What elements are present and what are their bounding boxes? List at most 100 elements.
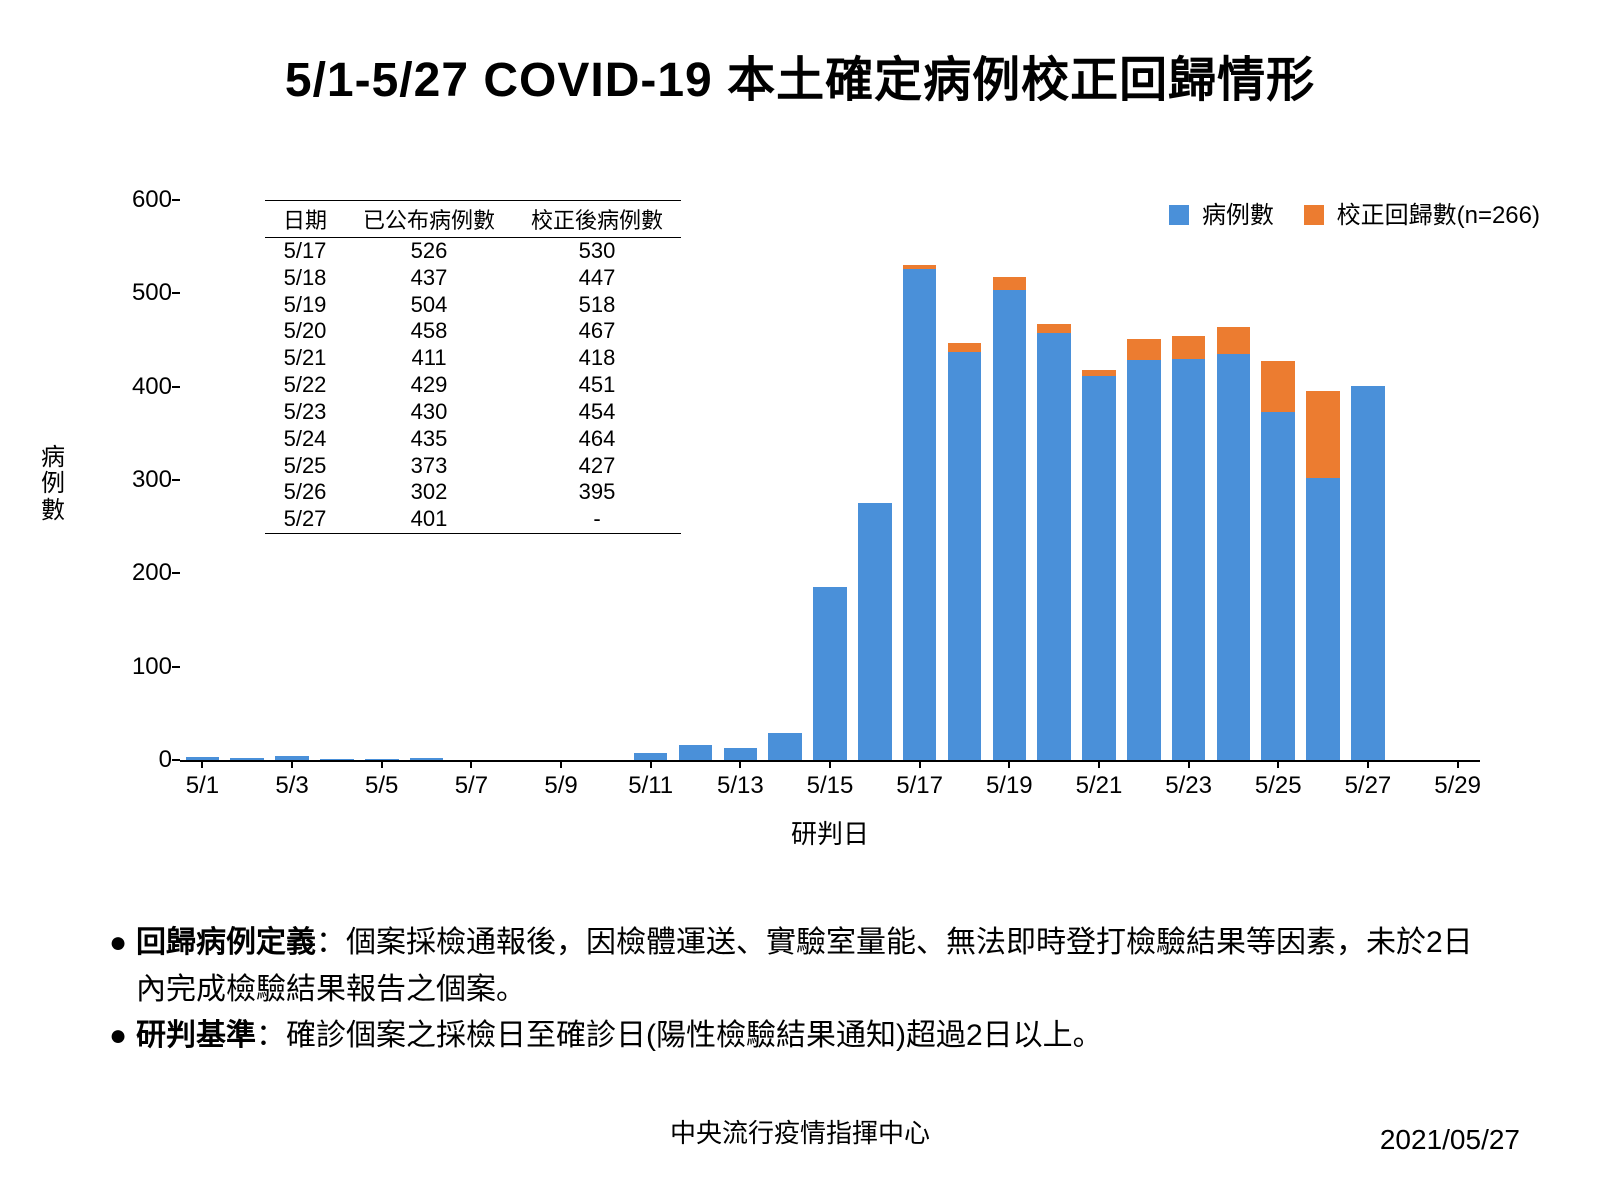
x-tick-label: 5/15 [807, 772, 854, 800]
table-cell: 5/21 [265, 345, 345, 372]
table-header-cell: 校正後病例數 [513, 201, 681, 238]
table-cell: 504 [345, 292, 513, 319]
x-tick-label: 5/23 [1165, 772, 1212, 800]
table-cell: 451 [513, 372, 681, 399]
x-tick-label: 5/17 [896, 772, 943, 800]
bar-segment-base [858, 503, 892, 760]
table-cell: 530 [513, 238, 681, 265]
y-tick-mark [172, 666, 180, 668]
bullet-icon: ● [100, 920, 136, 1013]
note-item: ●研判基準：確診個案之採檢日至確診日(陽性檢驗結果通知)超過2日以上。 [100, 1013, 1500, 1060]
bar-segment-base [724, 748, 758, 760]
bar [903, 265, 937, 760]
x-tick-mark [381, 760, 383, 768]
y-tick-label: 400 [112, 373, 172, 401]
table-cell: 5/24 [265, 426, 345, 453]
bar [410, 758, 444, 760]
note-body: ：確診個案之採檢日至確診日(陽性檢驗結果通知)超過2日以上。 [256, 1019, 1103, 1052]
bar [1127, 339, 1161, 760]
x-tick-label: 5/27 [1345, 772, 1392, 800]
bar-segment-top [948, 343, 982, 352]
table-cell: 437 [345, 265, 513, 292]
notes-list: ●回歸病例定義：個案採檢通報後，因檢體運送、實驗室量能、無法即時登打檢驗結果等因… [100, 920, 1500, 1060]
y-tick-mark [172, 292, 180, 294]
table-row: 5/21411418 [265, 345, 681, 372]
note-text: 研判基準：確診個案之採檢日至確診日(陽性檢驗結果通知)超過2日以上。 [136, 1013, 1103, 1060]
x-tick-mark [1098, 760, 1100, 768]
x-tick-mark [560, 760, 562, 768]
table-cell: 5/22 [265, 372, 345, 399]
bar-segment-base [1127, 360, 1161, 760]
bar-segment-top [1261, 361, 1295, 411]
bar-segment-base [410, 758, 444, 760]
table-row: 5/17526530 [265, 238, 681, 265]
x-tick-mark [829, 760, 831, 768]
bar [320, 759, 354, 760]
table-row: 5/26302395 [265, 479, 681, 506]
x-tick-label: 5/7 [455, 772, 488, 800]
bar [813, 587, 847, 760]
table-cell: 430 [345, 399, 513, 426]
y-tick-mark [172, 479, 180, 481]
x-tick-mark [1457, 760, 1459, 768]
x-axis-label: 研判日 [180, 814, 1480, 851]
x-tick-label: 5/3 [275, 772, 308, 800]
inset-table: 日期已公布病例數校正後病例數 5/175265305/184374475/195… [265, 200, 681, 534]
bar [948, 343, 982, 760]
bar-segment-base [1037, 333, 1071, 760]
note-label: 研判基準 [136, 1019, 256, 1052]
x-tick-label: 5/29 [1434, 772, 1481, 800]
bullet-icon: ● [100, 1013, 136, 1060]
bar [724, 748, 758, 760]
bar-segment-base [1172, 359, 1206, 760]
x-tick-mark [291, 760, 293, 768]
bar [230, 758, 264, 760]
bar [1217, 327, 1251, 760]
y-tick-mark [172, 386, 180, 388]
x-tick-mark [650, 760, 652, 768]
table-cell: 5/18 [265, 265, 345, 292]
bar-segment-top [993, 277, 1027, 290]
x-tick-label: 5/21 [1076, 772, 1123, 800]
x-tick-label: 5/13 [717, 772, 764, 800]
y-tick-label: 300 [112, 466, 172, 494]
bar-segment-top [1217, 327, 1251, 354]
x-tick-label: 5/19 [986, 772, 1033, 800]
bar-segment-top [1172, 336, 1206, 358]
x-tick-mark [1277, 760, 1279, 768]
table-cell: 411 [345, 345, 513, 372]
note-text: 回歸病例定義：個案採檢通報後，因檢體運送、實驗室量能、無法即時登打檢驗結果等因素… [136, 920, 1500, 1013]
table-cell: 401 [345, 506, 513, 533]
x-tick-mark [1367, 760, 1369, 768]
note-body: ：個案採檢通報後，因檢體運送、實驗室量能、無法即時登打檢驗結果等因素，未於2日內… [136, 926, 1473, 1006]
table-cell: 5/25 [265, 453, 345, 480]
table-cell: 5/26 [265, 479, 345, 506]
y-tick-mark [172, 199, 180, 201]
y-tick-label: 0 [112, 746, 172, 774]
y-tick-mark [172, 572, 180, 574]
bar [679, 745, 713, 760]
bar-segment-top [1306, 391, 1340, 478]
table-cell: 5/23 [265, 399, 345, 426]
table-cell: 418 [513, 345, 681, 372]
data-table: 日期已公布病例數校正後病例數 5/175265305/184374475/195… [265, 200, 681, 534]
bar [1037, 324, 1071, 760]
table-cell: 464 [513, 426, 681, 453]
x-tick-label: 5/11 [628, 772, 673, 800]
x-tick-label: 5/5 [365, 772, 398, 800]
bar-segment-base [813, 587, 847, 760]
bar-segment-top [1037, 324, 1071, 332]
table-cell: 5/19 [265, 292, 345, 319]
note-item: ●回歸病例定義：個案採檢通報後，因檢體運送、實驗室量能、無法即時登打檢驗結果等因… [100, 920, 1500, 1013]
x-tick-mark [470, 760, 472, 768]
bar-segment-base [320, 759, 354, 760]
bar-segment-base [679, 745, 713, 760]
table-row: 5/25373427 [265, 453, 681, 480]
bar-segment-base [1351, 386, 1385, 760]
bar-segment-base [903, 269, 937, 760]
table-cell: 435 [345, 426, 513, 453]
table-cell: 427 [513, 453, 681, 480]
x-tick-mark [201, 760, 203, 768]
x-tick-mark [1188, 760, 1190, 768]
table-row: 5/20458467 [265, 318, 681, 345]
